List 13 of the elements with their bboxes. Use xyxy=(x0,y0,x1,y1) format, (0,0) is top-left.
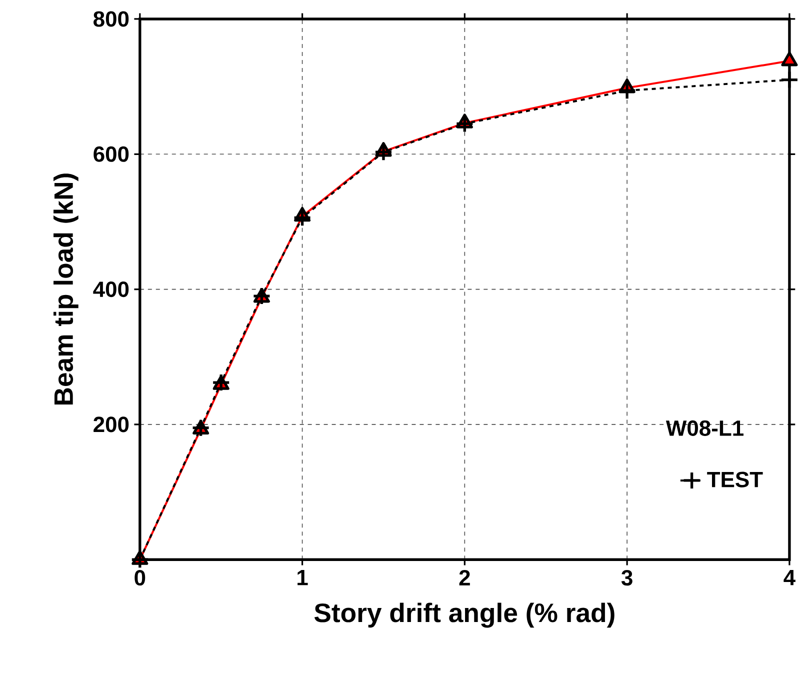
y-tick-label: 600 xyxy=(94,146,129,162)
x-tick-label: 3 xyxy=(621,570,632,586)
y-axis-title: Beam tip load (kN) xyxy=(54,174,78,405)
y-tick-label: 800 xyxy=(94,11,129,27)
x-tick-label: 0 xyxy=(134,570,146,586)
legend-label: TEST xyxy=(707,472,763,488)
x-tick-label: 1 xyxy=(298,570,308,586)
x-tick-label: 4 xyxy=(784,570,796,586)
x-tick-label: 2 xyxy=(459,570,470,586)
y-tick-label: 400 xyxy=(93,282,129,298)
y-tick-label: 200 xyxy=(94,416,129,432)
x-axis-title: Story drift angle (% rad) xyxy=(314,602,614,628)
legend-title: W08-L1 xyxy=(666,420,744,436)
